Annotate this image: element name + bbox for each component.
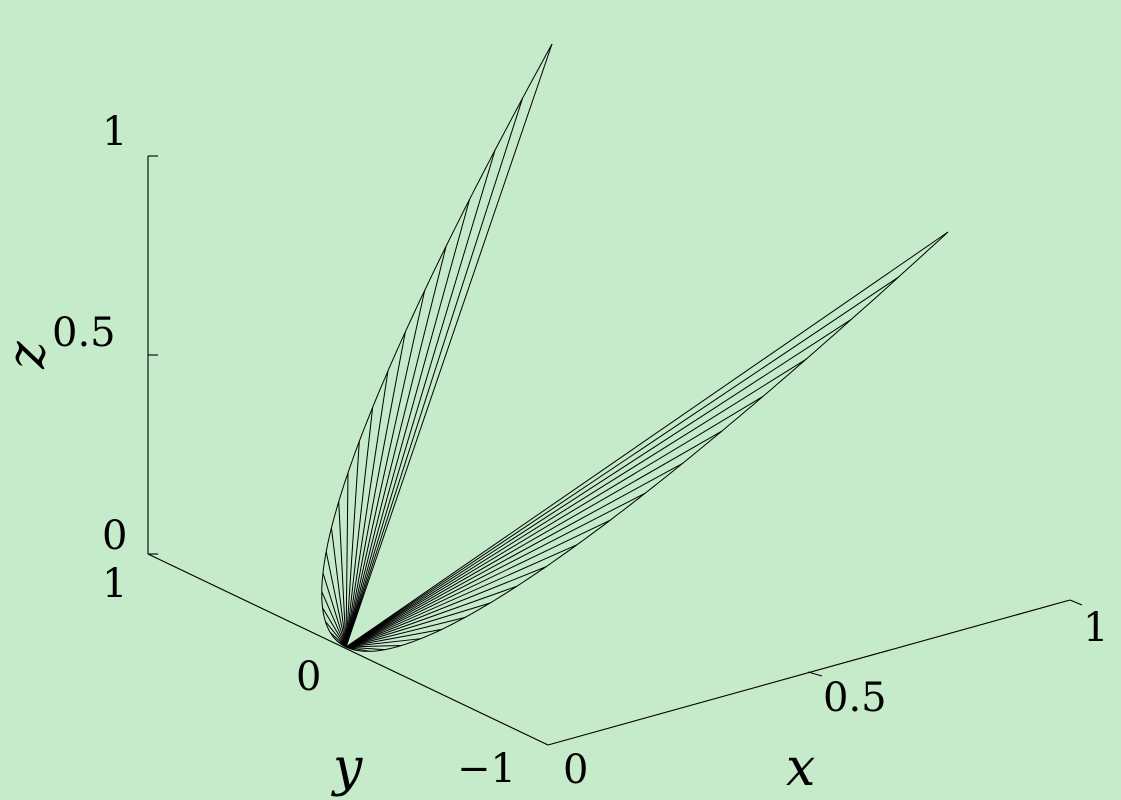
surface-ruling-line <box>345 566 547 648</box>
y-axis-label: y <box>331 738 363 798</box>
surface-ruling-line <box>345 290 426 648</box>
surface-ruling-line <box>345 358 807 648</box>
surface-ruling-line <box>345 628 442 648</box>
x-tick-label-1: 1 <box>1083 605 1108 651</box>
y-axis-line <box>147 553 549 746</box>
surface-rulings <box>321 43 949 652</box>
surface-ruling-line <box>345 370 389 648</box>
surface-ruling-line <box>345 585 518 648</box>
surface-ruling-line <box>345 617 465 648</box>
surface-ruling-line <box>321 591 347 648</box>
surface-ruling-line <box>345 472 349 648</box>
surface-ruling-line <box>345 646 385 651</box>
x-axis-label: x <box>786 738 815 798</box>
surface-ruling-line <box>345 544 578 648</box>
surface-ruling-line <box>325 551 347 648</box>
surface-ruling-line <box>345 245 447 648</box>
surface-ruling-line <box>345 331 406 648</box>
axes <box>147 155 1083 746</box>
x-tick-0.5 <box>807 671 823 677</box>
x-tick-1 <box>1069 599 1083 606</box>
surface-ruling-line <box>330 527 347 648</box>
z-tick-label-1: 1 <box>102 109 127 155</box>
surface-ruling-line <box>345 231 949 648</box>
surface-ruling-line <box>322 607 347 648</box>
surface-ruling-line <box>345 602 490 648</box>
y-tick-label-0: 0 <box>296 654 321 700</box>
surface-ruling-line <box>345 149 496 648</box>
x-tick-label-0.5: 0.5 <box>823 675 887 721</box>
surface-ruling-line <box>329 632 347 648</box>
surface-ruling-line <box>345 98 523 648</box>
surface-ruling-line <box>345 462 683 648</box>
surface-ruling-line <box>345 276 899 648</box>
surface-ruling-line <box>345 441 360 648</box>
surface-ruling-line <box>345 407 374 648</box>
tick-labels: 1 0.5 0 1 0 −1 0 0.5 1 <box>52 109 1108 793</box>
surface-ruling-line <box>345 638 421 648</box>
surface-boundary-curve <box>321 43 949 652</box>
surface-ruling-line <box>345 318 852 648</box>
surface-ruling-line <box>345 646 370 652</box>
surface-ruling-line <box>322 572 347 648</box>
z-axis-label: z <box>0 341 57 370</box>
surface-ruling-line <box>345 519 611 648</box>
axis-labels: x y z <box>0 341 815 798</box>
surface-ruling-line <box>345 430 722 648</box>
y-tick-label-minus1: −1 <box>457 746 516 792</box>
surface-ruling-line <box>345 492 646 648</box>
surface-ruling-line <box>325 621 347 648</box>
z-tick-label-0.5: 0.5 <box>52 310 116 356</box>
surface-ruling-line <box>345 199 471 648</box>
surface-ruling-line <box>338 501 347 648</box>
z-tick-label-0: 0 <box>102 513 127 559</box>
surface-ruling-line <box>345 43 553 648</box>
x-tick-label-0: 0 <box>563 747 588 793</box>
surface-ruling-line <box>345 396 764 648</box>
y-tick-label-1: 1 <box>102 561 127 607</box>
surface-ruling-line <box>345 644 402 648</box>
